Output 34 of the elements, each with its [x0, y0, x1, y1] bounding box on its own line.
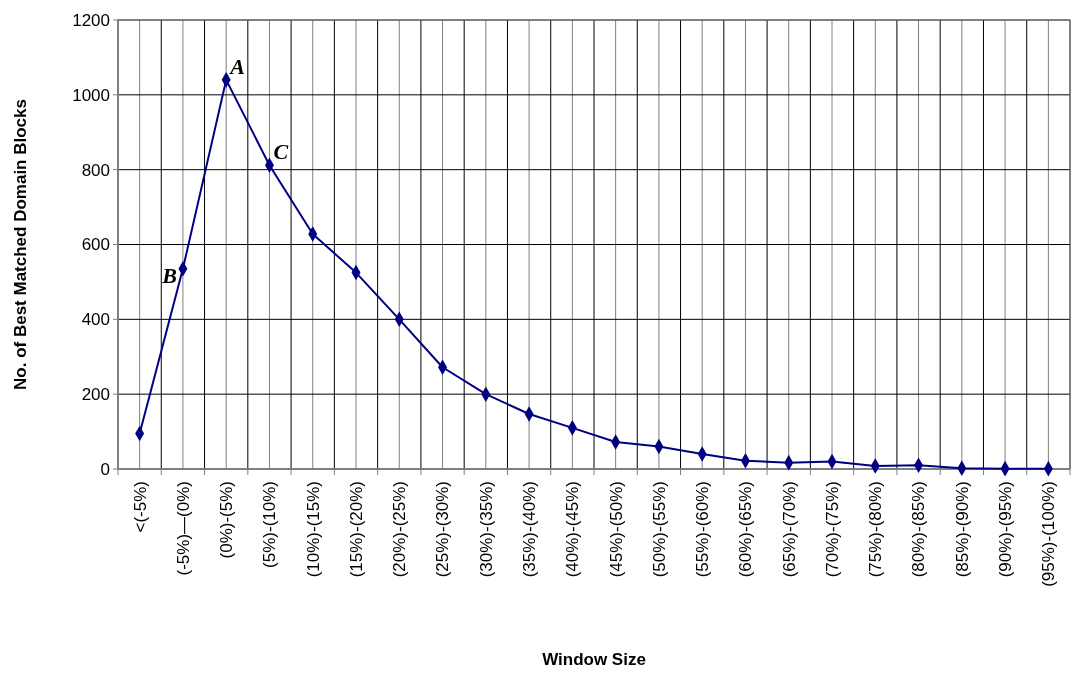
y-axis-title: No. of Best Matched Domain Blocks [11, 99, 30, 390]
y-tick-label: 800 [81, 160, 110, 180]
x-tick-label: (45%)-(50%) [606, 481, 626, 578]
x-tick-label: (0%)-(5%) [217, 481, 237, 559]
x-tick-label: (60%)-(65%) [736, 481, 756, 578]
x-tick-label: (35%)-(40%) [520, 481, 540, 578]
y-tick-label: 400 [81, 310, 110, 330]
y-tick-label: 600 [81, 235, 110, 255]
x-tick-label: (50%)-(55%) [649, 481, 669, 578]
x-tick-label: (40%)-(45%) [563, 481, 583, 578]
x-tick-label: (80%)-(85%) [909, 481, 929, 578]
x-tick-label: (65%)-(70%) [779, 481, 799, 578]
y-tick-label: 0 [100, 459, 110, 479]
x-tick-label: (90%)-(95%) [996, 481, 1016, 578]
x-tick-label: (85%)-(90%) [952, 481, 972, 578]
x-tick-label: (55%)-(60%) [693, 481, 713, 578]
x-tick-label: (10%)-(15%) [303, 481, 323, 578]
x-tick-label: (25%)-(30%) [433, 481, 453, 578]
x-tick-label: <(-5%) [130, 481, 150, 533]
x-axis-title: Window Size [542, 650, 646, 669]
x-tick-label: (75%)-(80%) [866, 481, 886, 578]
y-tick-label: 1200 [72, 10, 110, 30]
annotation: B [161, 262, 177, 288]
x-tick-label: (20%)-(25%) [390, 481, 410, 578]
x-tick-label: (5%)-(10%) [260, 481, 280, 568]
x-tick-label: (30%)-(35%) [476, 481, 496, 578]
x-tick-label: (70%)-(75%) [822, 481, 842, 578]
annotation: A [228, 53, 245, 79]
x-tick-label: (15%)-(20%) [346, 481, 366, 578]
y-tick-label: 1000 [72, 85, 110, 105]
annotation: C [273, 139, 289, 165]
x-tick-label: (-5%)—(0%) [173, 481, 193, 576]
x-tick-label: (95%)-(100%) [1039, 481, 1059, 587]
y-tick-label: 200 [81, 385, 110, 405]
